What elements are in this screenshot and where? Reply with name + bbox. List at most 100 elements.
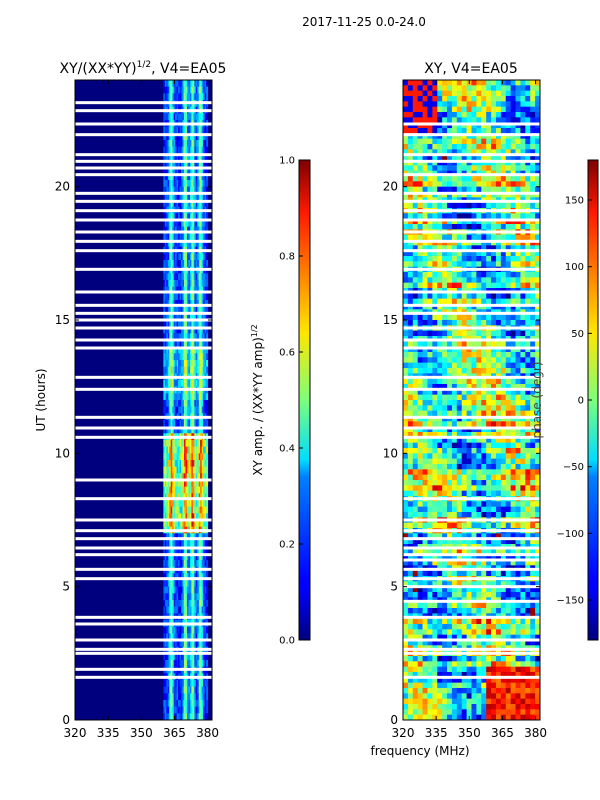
heatmap-cell bbox=[173, 500, 176, 508]
heatmap-cell bbox=[195, 700, 198, 708]
heatmap-cell bbox=[204, 253, 207, 261]
heatmap-cell bbox=[176, 520, 179, 528]
heatmap-cell bbox=[466, 192, 472, 198]
heatmap-cell bbox=[520, 154, 526, 161]
heatmap-cell bbox=[505, 400, 512, 406]
heatmap-cell bbox=[204, 313, 207, 321]
heatmap-cell bbox=[198, 140, 201, 148]
y-tick-label: 20 bbox=[55, 180, 70, 194]
heatmap-cell bbox=[456, 405, 463, 412]
heatmap-cell bbox=[186, 713, 189, 720]
heatmap-cell bbox=[466, 432, 472, 438]
heatmap-cell bbox=[176, 706, 179, 714]
heatmap-cell bbox=[407, 400, 414, 406]
heatmap-cell bbox=[456, 293, 463, 300]
heatmap-cell bbox=[206, 480, 209, 488]
heatmap-cell bbox=[520, 282, 526, 289]
heatmap-cell bbox=[407, 106, 414, 113]
heatmap-cell bbox=[510, 234, 517, 241]
heatmap-cell bbox=[188, 586, 191, 594]
heatmap-cell bbox=[476, 277, 482, 284]
heatmap-cell bbox=[466, 96, 472, 102]
heatmap-cell bbox=[179, 366, 182, 374]
heatmap-cell bbox=[515, 421, 521, 428]
heatmap-cell bbox=[491, 80, 497, 86]
heatmap-cell bbox=[427, 368, 433, 374]
heatmap-cell bbox=[476, 293, 482, 300]
heatmap-cell bbox=[203, 333, 206, 341]
heatmap-cell bbox=[198, 446, 201, 454]
heatmap-cell bbox=[520, 362, 526, 369]
heatmap-cell bbox=[191, 500, 194, 508]
heatmap-cell bbox=[176, 500, 179, 508]
heatmap-cell bbox=[163, 233, 166, 241]
heatmap-cell bbox=[197, 360, 200, 368]
heatmap-cell bbox=[181, 353, 184, 361]
heatmap-cell bbox=[476, 448, 482, 454]
heatmap-cell bbox=[447, 101, 453, 108]
heatmap-cell bbox=[167, 200, 170, 208]
heatmap-cell bbox=[195, 420, 198, 428]
heatmap-cell bbox=[525, 298, 531, 305]
heatmap-cell bbox=[407, 133, 414, 140]
heatmap-cell bbox=[167, 660, 170, 668]
heatmap-cell bbox=[173, 680, 176, 688]
heatmap-cell bbox=[510, 176, 517, 182]
heatmap-cell bbox=[200, 153, 203, 161]
heatmap-cell bbox=[204, 520, 207, 528]
heatmap-cell bbox=[178, 546, 181, 554]
heatmap-cell bbox=[476, 314, 482, 321]
heatmap-cell bbox=[515, 261, 521, 268]
heatmap-cell bbox=[191, 180, 194, 188]
y-tick-label: 0 bbox=[62, 713, 70, 727]
heatmap-cell bbox=[176, 426, 179, 434]
heatmap-cell bbox=[203, 340, 206, 348]
heatmap-cell bbox=[189, 446, 192, 454]
heatmap-cell bbox=[176, 693, 179, 701]
heatmap-cell bbox=[188, 580, 191, 588]
heatmap-cell bbox=[456, 154, 463, 161]
heatmap-cell bbox=[525, 202, 531, 209]
heatmap-cell bbox=[476, 128, 482, 134]
heatmap-cell bbox=[166, 573, 169, 581]
heatmap-cell bbox=[197, 220, 200, 228]
heatmap-cell bbox=[471, 192, 477, 198]
heatmap-cell bbox=[189, 553, 192, 561]
heatmap-cell bbox=[164, 640, 167, 648]
heatmap-cell bbox=[182, 593, 185, 601]
heatmap-cell bbox=[461, 240, 468, 246]
heatmap-cell bbox=[432, 224, 438, 230]
heatmap-cell bbox=[437, 426, 443, 433]
heatmap-cell bbox=[172, 540, 175, 548]
heatmap-cell bbox=[192, 186, 195, 194]
heatmap-cell bbox=[476, 133, 482, 140]
heatmap-cell bbox=[530, 437, 536, 444]
heatmap-cell bbox=[167, 480, 170, 488]
heatmap-cell bbox=[500, 272, 507, 278]
heatmap-cell bbox=[194, 366, 197, 374]
heatmap-cell bbox=[203, 226, 206, 234]
data-gap-stripe bbox=[75, 133, 212, 137]
heatmap-cell bbox=[184, 333, 186, 341]
heatmap-cell bbox=[178, 86, 181, 94]
heatmap-cell bbox=[188, 473, 191, 481]
heatmap-cell bbox=[530, 426, 536, 433]
heatmap-cell bbox=[172, 146, 175, 154]
heatmap-cell bbox=[192, 600, 195, 608]
heatmap-cell bbox=[437, 346, 443, 353]
heatmap-cell bbox=[194, 280, 197, 288]
heatmap-cell bbox=[437, 410, 443, 417]
heatmap-cell bbox=[442, 453, 448, 460]
heatmap-cell bbox=[206, 486, 209, 494]
heatmap-cell bbox=[163, 340, 166, 348]
data-gap-stripe bbox=[75, 529, 212, 533]
heatmap-cell bbox=[170, 640, 173, 648]
heatmap-cell bbox=[175, 320, 178, 328]
heatmap-cell bbox=[447, 240, 453, 246]
heatmap-cell bbox=[166, 606, 169, 614]
heatmap-cell bbox=[510, 224, 517, 230]
heatmap-cell bbox=[198, 353, 201, 361]
heatmap-cell bbox=[403, 357, 409, 364]
heatmap-cell bbox=[471, 330, 477, 337]
heatmap-cell bbox=[191, 680, 194, 688]
